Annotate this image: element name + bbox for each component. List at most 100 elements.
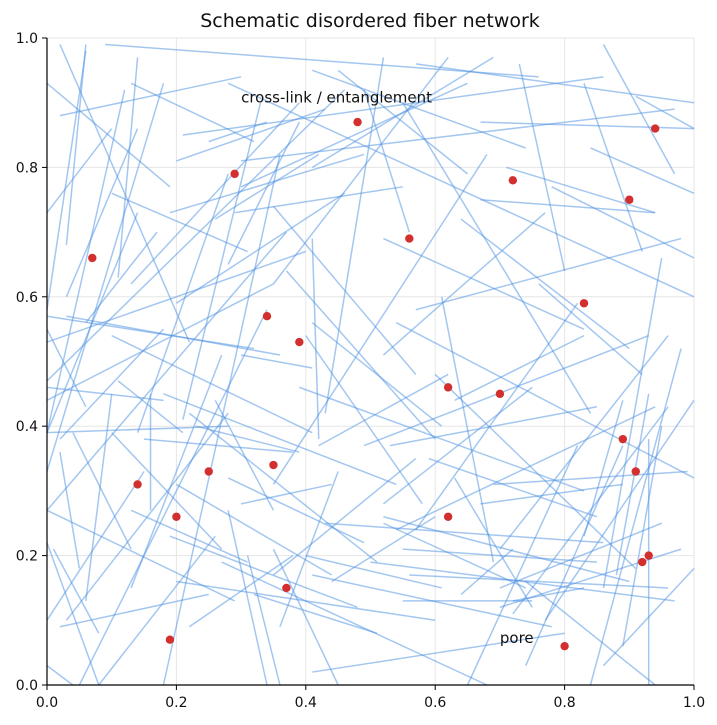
fiber-segment [46, 542, 100, 686]
fiber-segment [46, 82, 171, 188]
fiber-segment [622, 426, 663, 647]
fiber-segment [331, 516, 436, 583]
fiber-segment [46, 50, 87, 310]
cross-link-point [269, 460, 278, 470]
cross-link-point [650, 124, 660, 133]
fiber-segment [453, 477, 533, 608]
fiber-segment [130, 354, 223, 589]
fiber-segment [253, 593, 378, 634]
fiber-segment [136, 173, 229, 433]
fiber-segment [59, 328, 165, 440]
fiber-segment [312, 632, 565, 673]
cross-link-point [230, 169, 239, 179]
cross-link-point [295, 337, 304, 347]
fiber-segment [415, 237, 682, 311]
cross-link-point [405, 234, 414, 243]
y-tick-label: 0.8 [16, 160, 38, 176]
cross-link-point [172, 512, 181, 521]
fiber-segment [175, 192, 346, 304]
cross-link-point [618, 434, 628, 444]
fiber-segment [272, 457, 417, 576]
fiber-segment [499, 335, 669, 550]
fiber-segment [188, 554, 294, 628]
fiber-segment [176, 580, 436, 622]
fiber-segment [440, 296, 495, 563]
fiber-segment [409, 574, 669, 589]
cross-link-point [508, 176, 518, 185]
fiber-segment [602, 44, 676, 175]
fiber-segment [143, 438, 293, 453]
fiber-segment [396, 406, 656, 531]
fiber-segment [279, 471, 339, 628]
fiber-segment [480, 121, 695, 130]
fiber-segment [169, 535, 358, 609]
fiber-segment [525, 445, 624, 666]
y-tick-label: 0.4 [16, 419, 38, 435]
cross-link-point [579, 299, 589, 308]
fiber-segment [240, 483, 332, 505]
fiber-segment [311, 56, 494, 169]
fiber-segment [402, 548, 597, 563]
fiber-segment [46, 250, 307, 343]
fiber-segment [46, 89, 126, 433]
grid-lines [46, 37, 695, 686]
cross-link-point [262, 312, 272, 321]
fiber-segment [382, 212, 546, 356]
fiber-segment [480, 483, 623, 505]
fiber-segment [583, 83, 643, 252]
x-tick-label: 0.6 [424, 695, 446, 711]
fiber-segment [46, 386, 164, 402]
fiber-segment [382, 386, 533, 505]
fiber-segment [305, 335, 423, 505]
fiber-segment [85, 231, 158, 324]
x-tick-label: 0.0 [36, 695, 58, 711]
x-tick-label: 0.8 [553, 695, 575, 711]
fiber-segment [512, 587, 585, 602]
fiber-segment [454, 334, 585, 401]
fiber-segment [195, 425, 300, 453]
fiber-segment [46, 315, 255, 350]
cross-link-point [282, 583, 291, 593]
x-tick-label: 1.0 [683, 695, 705, 711]
annotation-label: cross-link / entanglement [241, 89, 432, 107]
fiber-segment [590, 147, 695, 194]
fiber-segment [182, 76, 604, 136]
fiber-segment [46, 128, 113, 214]
fiber-segment [46, 664, 74, 686]
cross-link-point [353, 117, 362, 127]
axes [42, 37, 695, 690]
fiber-segment [324, 57, 385, 414]
tick-labels: 0.0 0.2 0.4 0.6 0.8 1.0 0.0 0.2 0.4 0.6 0.8 1.0 [16, 31, 705, 711]
chart-title: Schematic disordered fiber network [200, 10, 540, 32]
fiber-segment [272, 548, 339, 686]
fiber-segment [285, 270, 436, 440]
fiber-segment [130, 509, 248, 563]
fiber-segment [111, 432, 223, 550]
cross-link-point [560, 641, 569, 651]
y-tick-label: 0.2 [16, 549, 38, 565]
fiber-segment [383, 516, 630, 583]
fiber-segment [227, 82, 695, 298]
x-tick-label: 0.4 [295, 695, 317, 711]
fiber-segment [130, 102, 300, 285]
fiber-segment [589, 348, 682, 686]
y-tick-label: 1.0 [16, 31, 38, 47]
fiber-segment [318, 373, 449, 447]
fiber-segment [227, 477, 365, 544]
fiber-segment [227, 510, 268, 686]
cross-link-point [443, 383, 453, 392]
cross-link-point [88, 253, 97, 263]
fiber-segment [117, 57, 139, 278]
cross-link-point [644, 551, 653, 560]
fibers [46, 43, 695, 686]
cross-link-point [495, 389, 505, 399]
fiber-segment [602, 568, 695, 667]
fiber-segment [111, 192, 248, 253]
fiber-segment [396, 322, 695, 479]
fiber-segment [499, 522, 662, 589]
fiber-segment [551, 186, 695, 259]
fiber-segment [383, 237, 585, 330]
cross-link-point [443, 512, 453, 521]
fiber-segment [428, 457, 598, 518]
